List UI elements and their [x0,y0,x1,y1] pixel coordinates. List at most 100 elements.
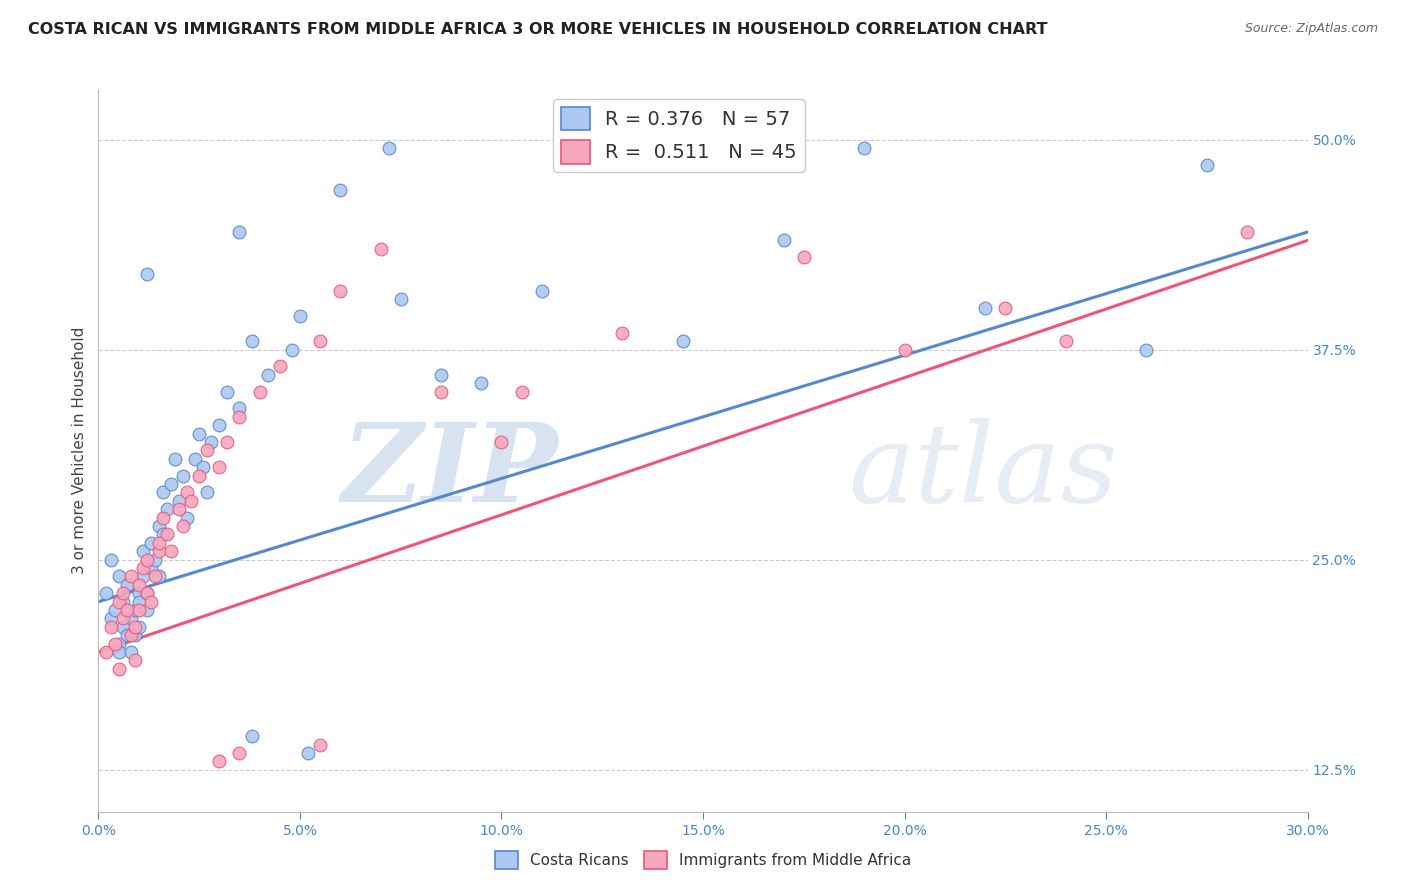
Point [195,485,218,500]
Point [120,569,142,583]
Point [120,611,142,625]
Point [148,536,170,550]
Point [430,384,453,399]
Point [167,494,190,508]
Point [228,225,250,239]
Point [217,435,239,450]
Point [111,620,134,634]
Point [309,738,332,752]
Text: COSTA RICAN VS IMMIGRANTS FROM MIDDLE AFRICA 3 OR MORE VEHICLES IN HOUSEHOLD COR: COSTA RICAN VS IMMIGRANTS FROM MIDDLE AF… [28,22,1047,37]
Point [124,620,146,634]
Point [135,552,157,566]
Point [297,746,319,760]
Point [128,620,150,634]
Point [100,552,122,566]
Point [974,301,997,315]
Point [156,527,179,541]
Point [111,611,134,625]
Legend: R = 0.376   N = 57, R =  0.511   N = 45: R = 0.376 N = 57, R = 0.511 N = 45 [553,99,804,171]
Point [111,586,134,600]
Point [180,494,202,508]
Point [240,334,263,349]
Point [148,569,170,583]
Point [128,578,150,592]
Point [329,183,352,197]
Point [107,645,129,659]
Point [188,426,211,441]
Point [128,595,150,609]
Point [329,284,352,298]
Point [612,326,634,340]
Point [96,645,118,659]
Point [208,418,231,433]
Point [172,519,194,533]
Point [152,510,174,524]
Point [510,384,533,399]
Point [893,343,915,357]
Point [128,603,150,617]
Point [163,451,186,466]
Point [772,234,794,248]
Point [208,460,231,475]
Point [152,527,174,541]
Point [430,368,453,382]
Point [288,309,311,323]
Point [193,460,215,475]
Point [167,502,190,516]
Point [120,645,142,659]
Point [281,343,304,357]
Text: ZIP: ZIP [342,418,558,526]
Point [135,586,157,600]
Point [160,544,183,558]
Point [228,401,250,416]
Point [115,603,138,617]
Point [100,611,122,625]
Point [148,519,170,533]
Point [124,628,146,642]
Point [853,141,876,155]
Point [470,376,492,391]
Point [269,359,291,374]
Point [148,544,170,558]
Text: Source: ZipAtlas.com: Source: ZipAtlas.com [1244,22,1378,36]
Point [139,595,162,609]
Text: atlas: atlas [848,418,1118,526]
Point [672,334,695,349]
Point [389,292,412,306]
Point [195,443,218,458]
Point [132,561,155,575]
Point [100,620,122,634]
Point [1236,225,1258,239]
Point [530,284,553,298]
Point [152,485,174,500]
Point [128,586,150,600]
Point [1054,334,1077,349]
Point [491,435,513,450]
Point [793,250,815,264]
Point [377,141,399,155]
Point [135,603,157,617]
Point [240,729,263,743]
Point [124,653,146,667]
Point [115,578,138,592]
Point [1195,158,1218,172]
Point [107,662,129,676]
Point [160,477,183,491]
Point [228,409,250,424]
Point [176,510,198,524]
Point [188,468,211,483]
Point [994,301,1017,315]
Point [176,485,198,500]
Point [107,569,129,583]
Point [256,368,278,382]
Y-axis label: 3 or more Vehicles in Household: 3 or more Vehicles in Household [72,326,87,574]
Point [249,384,271,399]
Point [107,595,129,609]
Point [120,628,142,642]
Point [135,267,157,281]
Point [103,603,125,617]
Point [208,754,231,768]
Point [139,561,162,575]
Point [228,746,250,760]
Point [200,435,222,450]
